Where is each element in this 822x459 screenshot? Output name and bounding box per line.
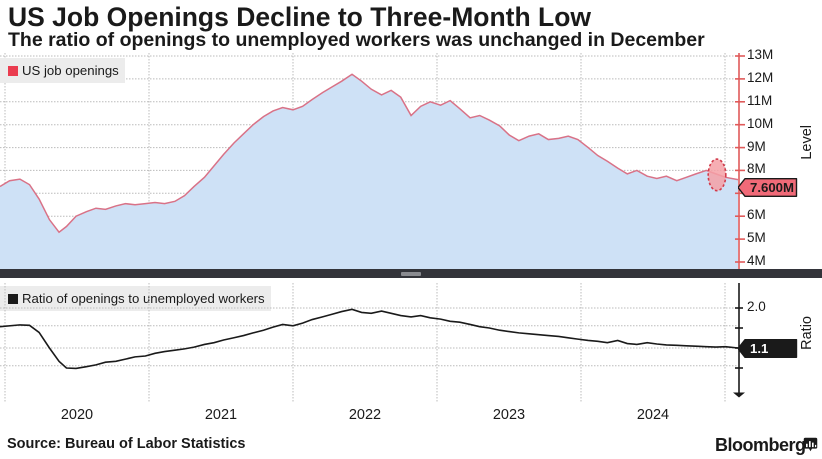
svg-text:7.600M: 7.600M [750, 180, 794, 195]
svg-text:1.1: 1.1 [750, 341, 768, 356]
